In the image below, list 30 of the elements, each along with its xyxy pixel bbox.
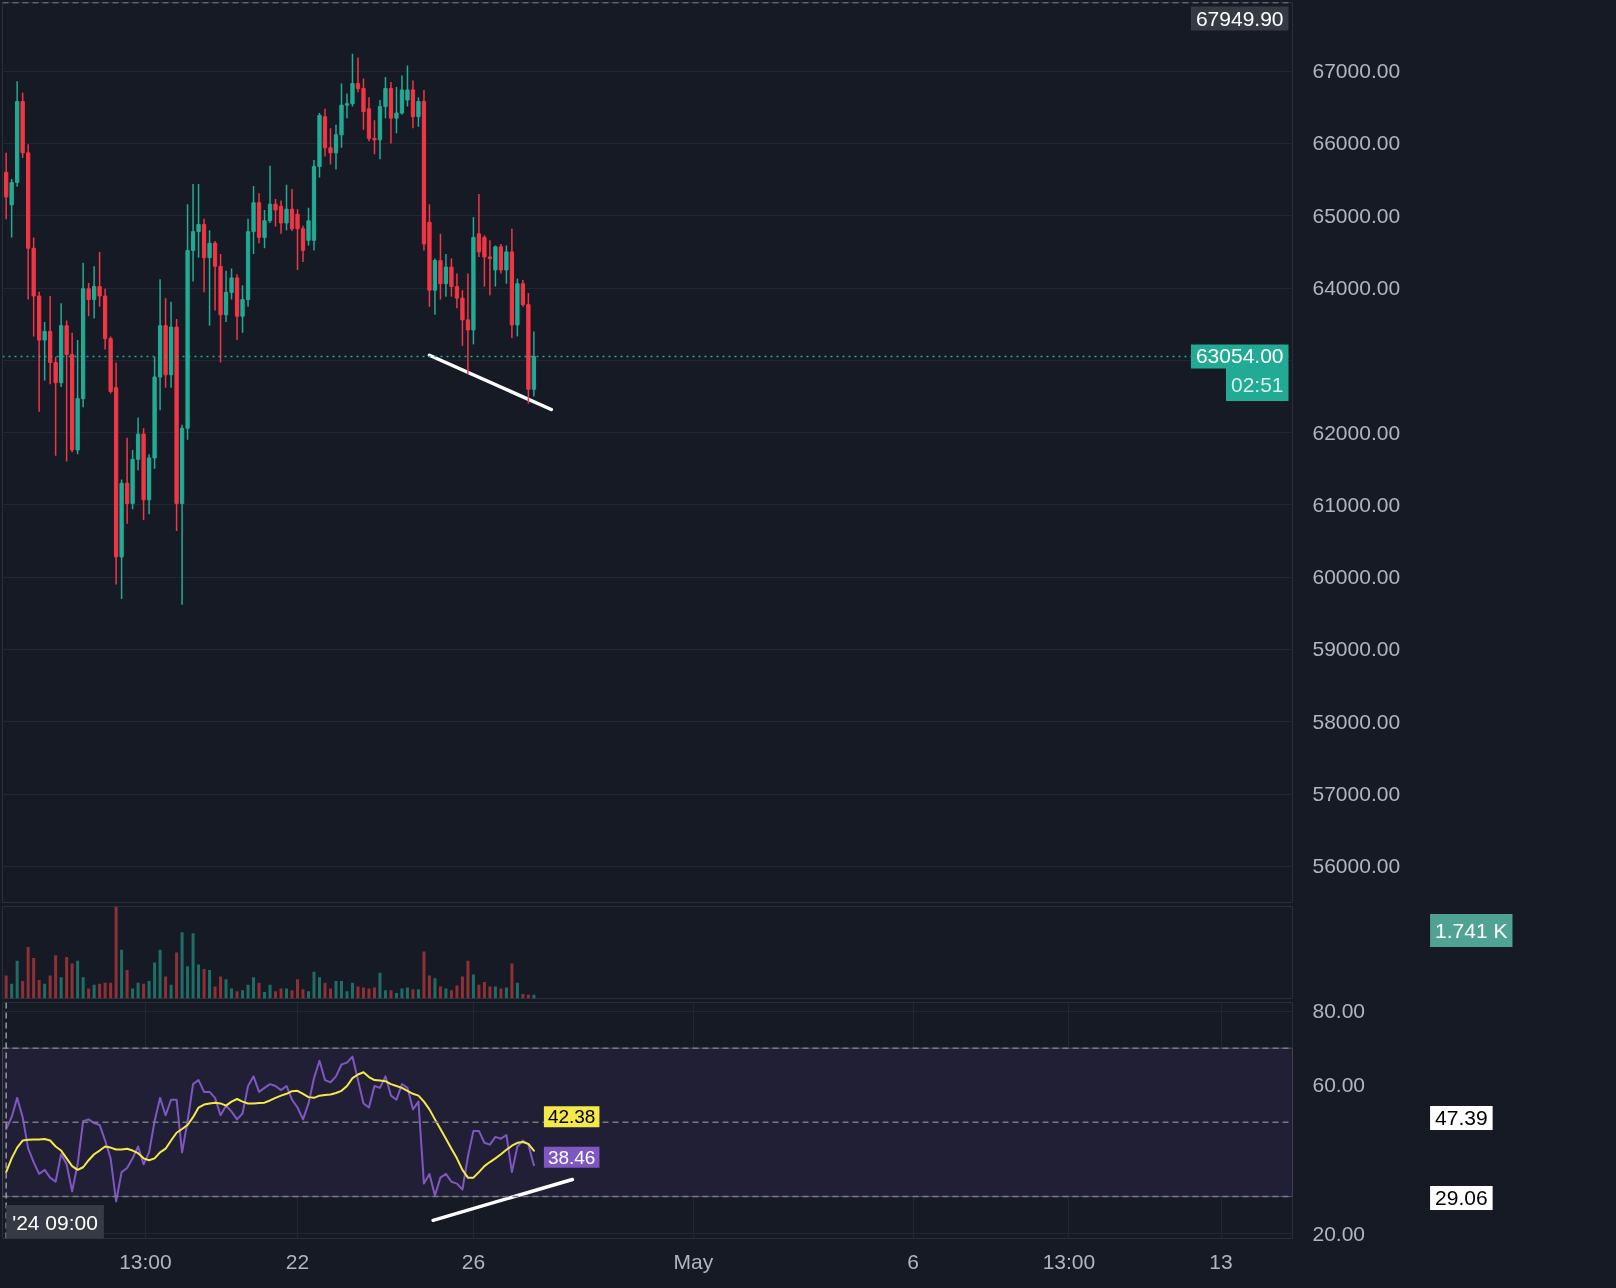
x-tick-label: 13:00 bbox=[1042, 1249, 1096, 1273]
x-tick-label: 13:00 bbox=[119, 1249, 172, 1273]
y-tick-label: 67000.00 bbox=[1312, 59, 1401, 83]
y-tick-label: 80.00 bbox=[1312, 999, 1366, 1023]
y-tick-label: 57000.00 bbox=[1312, 782, 1401, 806]
text: 1.741 K bbox=[1435, 919, 1508, 942]
y-tick-label: 59000.00 bbox=[1312, 637, 1401, 661]
x-tick-label: May bbox=[673, 1249, 714, 1273]
ref-line-label: '24 09:00 bbox=[12, 1211, 98, 1234]
ref-line-label: 63054.00 bbox=[1195, 344, 1284, 368]
y-tick-label: 65000.00 bbox=[1312, 203, 1401, 227]
data-label: 42.38 bbox=[547, 1106, 596, 1128]
annotation: 02:51 bbox=[1230, 372, 1284, 396]
x-tick-label: 13 bbox=[1209, 1249, 1233, 1273]
ref-line-label: 67949.90 bbox=[1195, 6, 1284, 30]
y-tick-label: 58000.00 bbox=[1312, 709, 1401, 733]
y-tick-label: 20.00 bbox=[1312, 1221, 1366, 1245]
text: 29.06 bbox=[1435, 1185, 1488, 1209]
y-tick-label: 66000.00 bbox=[1312, 131, 1401, 155]
data-label: 38.46 bbox=[547, 1146, 596, 1168]
x-tick-label: 22 bbox=[285, 1249, 310, 1273]
text: 47.39 bbox=[1435, 1105, 1488, 1129]
y-tick-label: 60.00 bbox=[1312, 1073, 1366, 1097]
y-tick-label: 61000.00 bbox=[1312, 492, 1401, 516]
x-tick-label: 6 bbox=[907, 1249, 920, 1273]
y-tick-label: 64000.00 bbox=[1312, 276, 1401, 300]
y-tick-label: 60000.00 bbox=[1312, 565, 1401, 589]
x-tick-label: 26 bbox=[461, 1249, 486, 1273]
y-tick-label: 56000.00 bbox=[1312, 854, 1401, 878]
y-tick-label: 62000.00 bbox=[1312, 420, 1401, 444]
